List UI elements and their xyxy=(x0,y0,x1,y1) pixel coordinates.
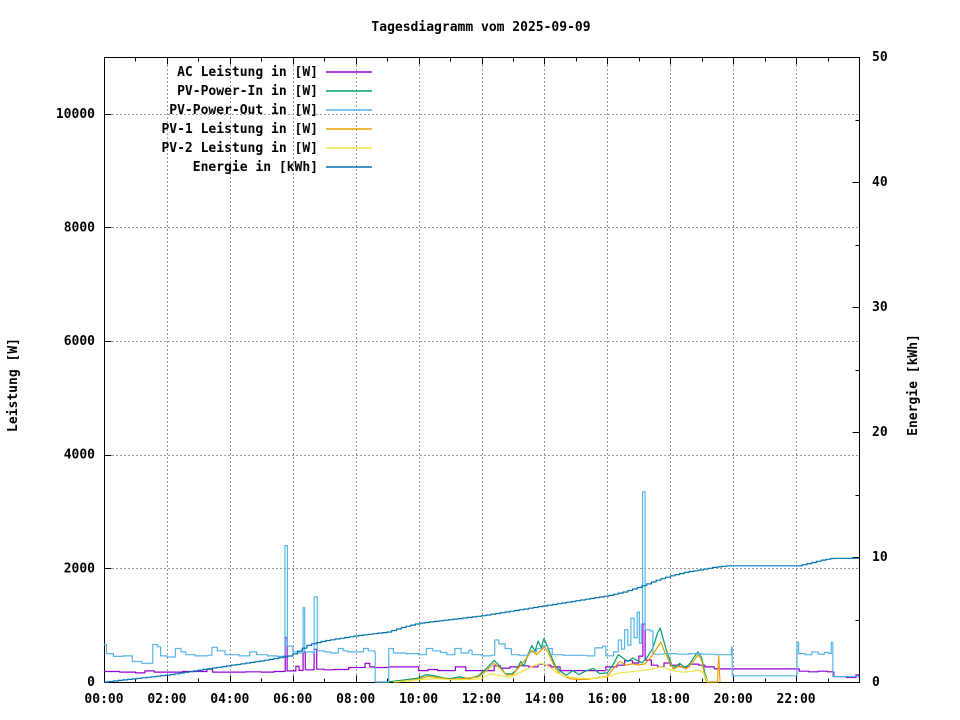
y-left-tick-label: 0 xyxy=(87,675,95,690)
series-line-4 xyxy=(393,641,721,683)
legend-label: PV-2 Leistung in [W] xyxy=(161,141,318,156)
legend-item: PV-1 Leistung in [W] xyxy=(161,122,372,137)
chart-title: Tagesdiagramm vom 2025-09-09 xyxy=(371,20,590,35)
y-right-tick-label: 30 xyxy=(872,300,888,315)
legend-item: PV-Power-In in [W] xyxy=(177,84,372,99)
y-left-tick-label: 6000 xyxy=(64,334,95,349)
x-tick-label: 04:00 xyxy=(210,692,249,707)
legend-label: PV-Power-Out in [W] xyxy=(169,103,318,118)
axis-tick-labels: 00:00 02:00 04:00 06:00 08:00 10:00 12:00 14:00… xyxy=(56,50,888,707)
y-right-axis-label: Energie [kWh] xyxy=(906,334,921,436)
series-lines xyxy=(104,491,860,683)
x-tick-label: 02:00 xyxy=(147,692,186,707)
legend-item: PV-2 Leistung in [W] xyxy=(161,141,372,156)
legend-label: AC Leistung in [W] xyxy=(177,65,318,80)
series-line-6 xyxy=(104,557,859,683)
x-tick-label: 12:00 xyxy=(462,692,501,707)
x-tick-label: 06:00 xyxy=(273,692,312,707)
y-right-tick-label: 40 xyxy=(872,175,888,190)
x-tick-label: 22:00 xyxy=(777,692,816,707)
legend-label: PV-1 Leistung in [W] xyxy=(161,122,318,137)
y-left-axis-label: Leistung [W] xyxy=(6,338,21,432)
y-left-tick-label: 8000 xyxy=(64,220,95,235)
x-tick-label: 00:00 xyxy=(84,692,123,707)
x-tick-label: 16:00 xyxy=(588,692,627,707)
series-line-2 xyxy=(387,627,709,683)
gridlines xyxy=(104,57,859,682)
x-tick-label: 08:00 xyxy=(336,692,375,707)
y-left-tick-label: 2000 xyxy=(64,561,95,576)
series-line-3 xyxy=(104,491,859,683)
x-tick-label: 14:00 xyxy=(525,692,564,707)
y-right-tick-label: 20 xyxy=(872,425,888,440)
y-left-tick-label: 4000 xyxy=(64,448,95,463)
legend-item: PV-Power-Out in [W] xyxy=(169,103,372,118)
y-right-tick-label: 10 xyxy=(872,550,888,565)
legend-label: Energie in [kWh] xyxy=(193,160,318,175)
x-tick-label: 18:00 xyxy=(651,692,690,707)
y-right-tick-label: 50 xyxy=(872,50,888,65)
axis-ticks xyxy=(104,57,860,683)
legend: AC Leistung in [W] PV-Power-In in [W] PV-P… xyxy=(161,65,372,175)
legend-item: Energie in [kWh] xyxy=(193,160,372,175)
x-tick-label: 10:00 xyxy=(399,692,438,707)
series-line-5 xyxy=(393,662,709,683)
legend-item: AC Leistung in [W] xyxy=(177,65,372,80)
x-tick-label: 20:00 xyxy=(714,692,753,707)
legend-label: PV-Power-In in [W] xyxy=(177,84,318,99)
y-left-tick-label: 10000 xyxy=(56,107,95,122)
y-right-tick-label: 0 xyxy=(872,675,880,690)
